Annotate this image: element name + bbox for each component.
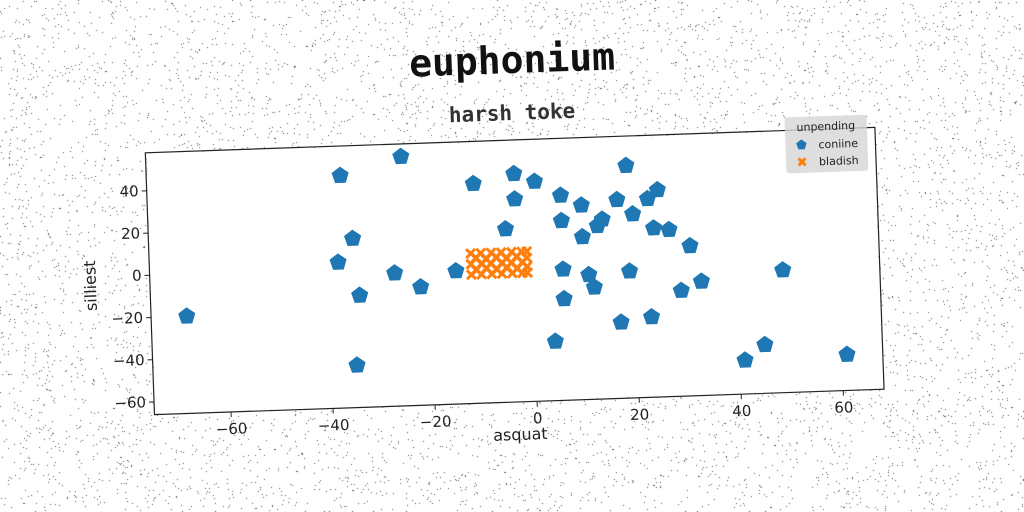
- point-coniine: [617, 156, 635, 174]
- point-coniine: [644, 219, 663, 236]
- legend-entry-bladish: bladish: [819, 154, 859, 168]
- point-coniine: [736, 351, 754, 368]
- point-coniine: [838, 345, 856, 363]
- y-axis-ticks: −60 −40 −20 0 20 40: [111, 182, 155, 412]
- legend-marker-bladish: [797, 157, 807, 167]
- y-tick-label: −40: [113, 351, 145, 370]
- point-coniine: [551, 186, 570, 203]
- point-coniine: [756, 335, 774, 353]
- x-tick-label: −40: [318, 416, 350, 435]
- data-points: [178, 147, 856, 373]
- point-coniine: [392, 147, 410, 165]
- x-tick-label: 40: [732, 402, 752, 421]
- point-coniine: [642, 307, 661, 325]
- legend-marker-coniine: [796, 139, 807, 150]
- point-coniine: [348, 356, 366, 373]
- point-coniine: [343, 229, 362, 247]
- x-tick-label: 0: [533, 409, 543, 427]
- point-coniine: [331, 166, 349, 184]
- point-coniine: [464, 174, 482, 192]
- point-coniine: [681, 236, 699, 254]
- legend-x: [797, 157, 807, 167]
- y-tick-label: −20: [111, 309, 143, 328]
- point-coniine: [692, 272, 710, 289]
- point-coniine: [608, 190, 626, 208]
- point-coniine: [624, 205, 642, 222]
- point-coniine: [505, 164, 523, 182]
- point-bladish: [521, 266, 534, 279]
- y-tick-label: −60: [114, 393, 146, 412]
- point-coniine: [552, 211, 570, 229]
- point-coniine: [585, 278, 603, 295]
- y-tick-label: 40: [119, 182, 139, 201]
- point-coniine: [496, 220, 515, 237]
- point-coniine: [612, 313, 630, 330]
- x-tick-label: −60: [215, 419, 247, 438]
- point-coniine: [648, 180, 666, 198]
- legend-title: unpending: [796, 119, 855, 134]
- point-coniine: [573, 227, 591, 245]
- x-tick-label: 60: [834, 398, 854, 417]
- legend: unpending coniine bladish: [784, 114, 869, 174]
- point-coniine: [525, 172, 543, 189]
- point-coniine: [506, 190, 524, 207]
- point-coniine: [774, 261, 792, 278]
- point-coniine: [554, 260, 572, 277]
- x-axis-ticks: −60 −40 −20 0 20 40 60: [215, 390, 854, 439]
- point-coniine: [555, 289, 573, 307]
- point-coniine: [660, 220, 678, 238]
- point-coniine: [672, 281, 690, 298]
- point-bladish: [521, 245, 533, 258]
- plot-frame: [144, 126, 885, 416]
- y-axis-label: silliest: [80, 260, 101, 311]
- point-coniine: [386, 264, 404, 281]
- point-coniine: [447, 261, 465, 279]
- x-tick-label: −20: [420, 412, 452, 431]
- point-coniine: [580, 265, 598, 283]
- point-coniine: [620, 262, 639, 279]
- point-coniine: [593, 210, 611, 227]
- y-tick-label: 20: [121, 224, 141, 243]
- point-coniine: [329, 253, 347, 270]
- point-coniine: [572, 196, 590, 213]
- legend-entry-coniine: coniine: [818, 137, 858, 151]
- point-coniine: [546, 332, 564, 349]
- point-coniine: [178, 307, 196, 324]
- x-tick-label: 20: [630, 405, 650, 424]
- legend-pentagon: [796, 139, 807, 150]
- x-axis-label: asquat: [493, 424, 548, 445]
- y-tick-label: 0: [132, 267, 142, 285]
- point-coniine: [412, 277, 430, 295]
- point-coniine: [351, 286, 369, 303]
